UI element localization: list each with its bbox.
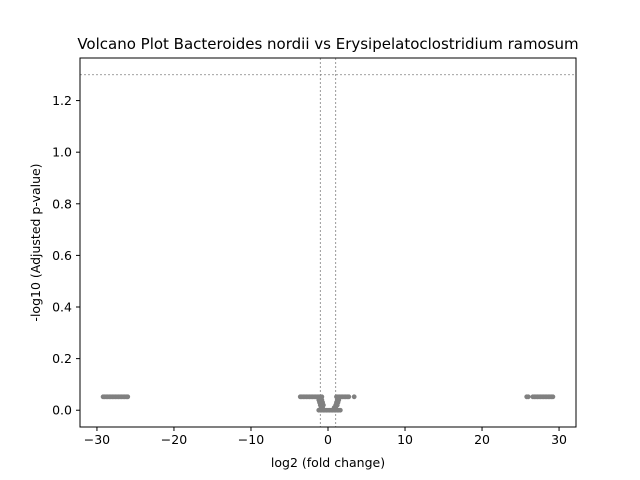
x-tick-label: −10 (238, 432, 264, 447)
x-tick-label: 0 (324, 432, 332, 447)
data-point (550, 394, 556, 400)
data-point (337, 407, 343, 413)
x-axis-label: log2 (fold change) (271, 455, 385, 470)
y-tick-label: 0.4 (52, 300, 72, 315)
y-tick-label: 0.8 (52, 196, 72, 211)
y-axis-ticks: 0.0 0.2 0.4 0.6 0.8 1.0 1.2 (52, 93, 80, 418)
y-tick-label: 0.2 (52, 351, 72, 366)
data-point (351, 394, 357, 400)
data-point (525, 394, 531, 400)
y-tick-label: 0.0 (52, 403, 72, 418)
x-tick-label: 20 (474, 432, 490, 447)
x-tick-label: −20 (161, 432, 187, 447)
y-tick-label: 0.6 (52, 248, 72, 263)
threshold-lines (80, 58, 576, 427)
x-axis-ticks: −30 −20 −10 0 10 20 30 (84, 427, 567, 447)
x-tick-label: 10 (397, 432, 413, 447)
chart-title: Volcano Plot Bacteroides nordii vs Erysi… (77, 35, 578, 53)
x-tick-label: −30 (84, 432, 110, 447)
y-tick-label: 1.0 (52, 145, 72, 160)
data-point (125, 394, 131, 400)
y-axis-label: -log10 (Adjusted p-value) (28, 163, 43, 321)
x-tick-label: 30 (551, 432, 567, 447)
y-tick-label: 1.2 (52, 93, 72, 108)
data-point (346, 394, 352, 400)
